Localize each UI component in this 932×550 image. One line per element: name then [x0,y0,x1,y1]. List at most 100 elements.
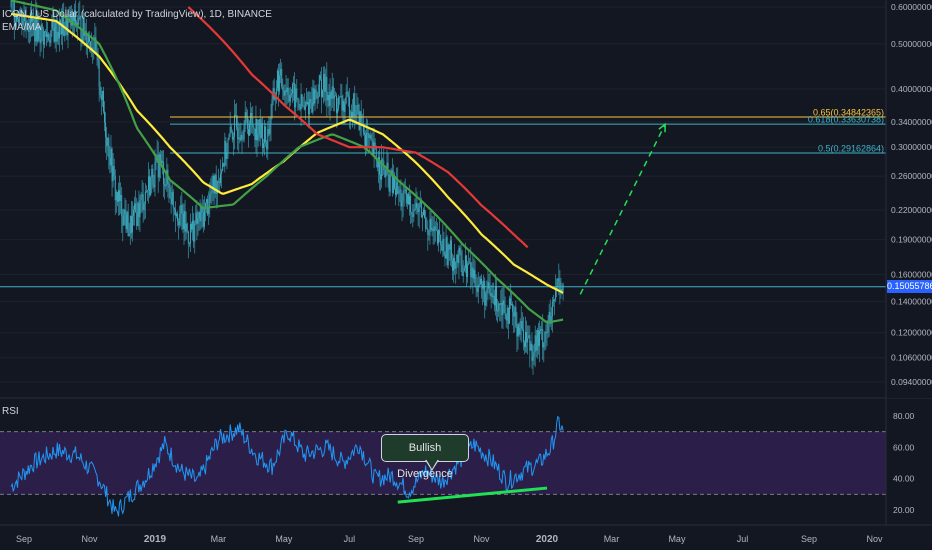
candle-body [283,90,285,96]
candle-body [230,126,232,133]
candle-body [534,335,536,353]
candle-body [27,27,29,32]
candle-body [480,278,482,285]
candle-body [80,15,82,38]
candle-body [209,193,211,207]
candle-body [222,163,224,172]
candle-body [297,99,299,101]
candle-body [400,189,402,207]
candle-body [223,163,225,167]
candle-body [470,262,472,278]
candle-body [411,212,413,214]
candle-body [311,102,313,113]
candle-body [391,170,393,193]
price-tick-label: 0.40000000 [891,84,932,94]
candle-body [116,191,118,202]
candle-body [514,306,516,317]
candle-body [97,53,99,61]
candle-body [228,134,230,140]
candle-body [314,89,316,104]
candle-body [550,316,552,324]
candle-body [42,28,44,45]
candle-body [406,194,408,204]
time-tick-label: May [275,534,293,544]
candle-body [289,95,291,102]
candle-body [549,312,551,324]
candle-body [202,212,204,227]
candle-body [185,223,187,232]
candle-body [243,124,245,140]
candle-body [212,176,214,191]
candle-body [114,176,116,201]
candle-body [21,9,23,26]
candle-body [370,135,372,140]
candle-body [309,99,311,115]
bullish-divergence-callout[interactable]: Bullish Divergence [381,434,469,480]
candle-body [253,126,255,129]
candle-body [76,22,78,24]
candle-body [501,302,503,315]
candle-body [225,140,227,160]
candle-body [49,39,51,43]
candle-body [348,96,350,119]
candle-body [198,211,200,219]
time-tick-label: Sep [801,534,817,544]
candle-body [461,265,463,277]
candle-body [119,190,121,201]
candle-body [488,282,490,289]
candle-body [315,89,317,92]
candle-body [307,102,309,104]
candle-body [361,122,363,125]
candle-body [145,191,147,193]
candle-body [275,88,277,95]
candle-body [126,211,128,230]
price-tick-label: 0.09400000 [891,377,932,387]
candle-body [455,262,457,269]
candle-body [226,153,228,160]
time-tick-label: Sep [408,534,424,544]
candle-body [123,209,125,226]
candle-body [220,173,222,183]
candle-body [111,148,113,182]
candle-body [46,32,48,37]
candle-body [453,258,455,271]
candle-body [313,88,315,104]
candle-body [63,14,65,36]
candle-body [532,356,534,361]
callout-pointer [425,459,439,471]
candle-body [257,134,259,141]
candle-body [294,83,296,108]
candle-body [113,165,115,177]
candle-body [322,90,324,97]
candle-body [344,103,346,112]
candle-body [431,228,433,230]
candle-body [178,221,180,226]
candle-body [542,329,544,348]
candle-body [79,15,81,18]
candle-body [191,223,193,230]
candle-body [50,30,52,43]
candle-body [404,189,406,191]
candle-body [106,137,108,147]
candle-body [428,234,430,236]
candle-body [61,22,63,35]
candle-body [233,115,235,137]
candle-body [214,175,216,194]
fib-label: 0.618(0.33630738) [808,115,884,125]
candle-body [308,102,310,115]
candle-body [493,295,495,306]
candle-body [473,269,475,279]
candle-body [165,185,167,187]
candle-body [449,240,451,250]
candle-body [269,124,271,135]
projection-line [579,123,666,295]
candle-body [543,342,545,348]
candle-body [373,142,375,155]
candle-body [429,218,431,236]
candle-body [183,210,185,230]
candle-body [552,299,554,302]
rsi-label: RSI [2,406,19,417]
candle-body [258,119,260,135]
candle-body [100,95,102,101]
candle-body [137,202,139,227]
